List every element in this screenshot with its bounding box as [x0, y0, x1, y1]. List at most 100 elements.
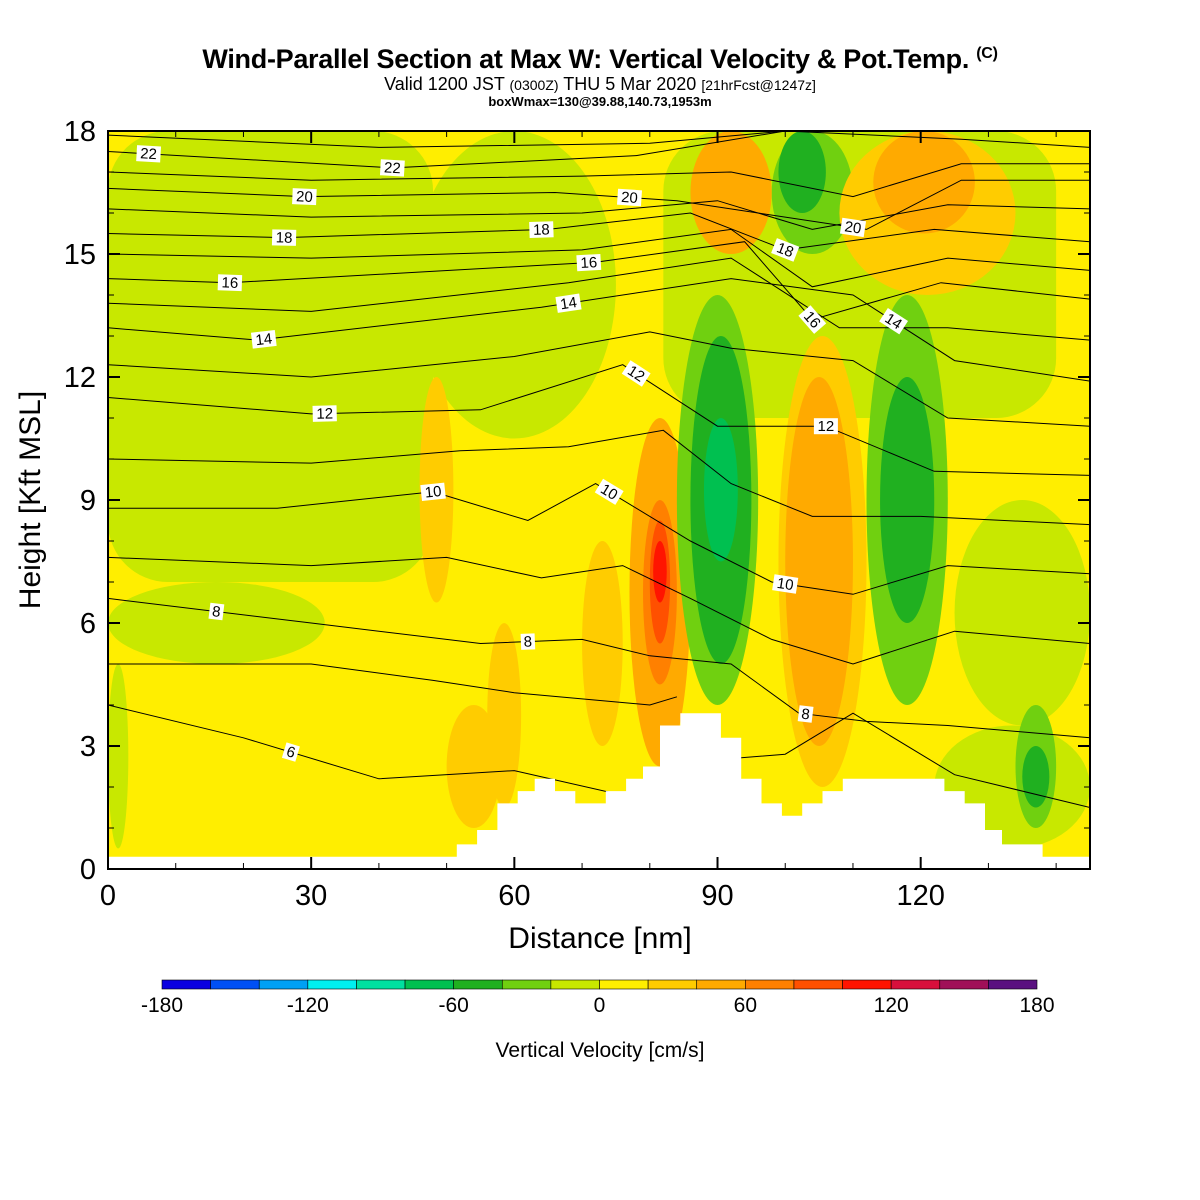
colorbar-swatch [161, 979, 211, 990]
theta-contour-line [108, 200, 1090, 230]
velocity-region [954, 500, 1090, 726]
contour-label: 22 [379, 159, 405, 177]
colorbar-tick-label: 180 [1019, 994, 1054, 1017]
contour-label-bg [771, 238, 800, 262]
y-tick-label: 0 [80, 854, 96, 886]
contour-label-bg [839, 217, 867, 238]
velocity-region [446, 705, 501, 828]
theta-contour-line [108, 228, 1090, 288]
contour-label-bg [529, 221, 554, 238]
colorbar-swatch [647, 979, 698, 990]
x-tick-label: 90 [701, 880, 733, 912]
colorbar: -180 -120 -60 0 60 120 180 [141, 979, 1055, 1017]
contour-label-bg [250, 329, 277, 349]
theta-contour-line [108, 131, 1090, 169]
velocity-region [653, 541, 667, 603]
contour-label-text: 16 [580, 254, 598, 272]
x-tick-label: 0 [100, 880, 116, 912]
contour-label: 20 [292, 188, 317, 206]
contour-label: 10 [594, 478, 624, 505]
colorbar-swatch [501, 979, 552, 990]
velocity-region [873, 131, 975, 234]
contour-label-text: 10 [776, 575, 795, 594]
contour-label-text: 14 [255, 330, 274, 349]
colorbar-tick-label: 0 [594, 994, 606, 1017]
theta-contour-line [108, 556, 1090, 665]
y-axis-title: Height [Kft MSL] [14, 391, 47, 609]
colorbar-swatch [842, 979, 892, 990]
contour-label-text: 18 [774, 239, 796, 261]
chart-title: Wind-Parallel Section at Max W: Vertical… [0, 44, 1200, 75]
y-tick-label: 3 [80, 731, 96, 763]
contour-label: 20 [616, 188, 643, 207]
contour-labels: 6 8 10 12 14 16 18 20 22 22 20 20 18 18 16 16 14 14 12 12 10… [136, 145, 909, 762]
contour-label-text: 14 [882, 310, 905, 333]
terrain [108, 713, 1090, 869]
colorbar-swatch [550, 979, 600, 990]
contour-label: 8 [520, 633, 536, 651]
contour-label-text: 16 [221, 274, 238, 292]
colorbar-tick-label: -60 [438, 994, 468, 1017]
contour-label-text: 20 [843, 218, 862, 237]
contour-label-bg [798, 305, 827, 334]
colorbar-swatch [890, 979, 941, 990]
forecast-info: [21hrFcst@1247z] [701, 77, 816, 93]
colorbar-swatch [258, 979, 309, 990]
copyright-mark: (C) [976, 45, 998, 62]
contour-label-bg [621, 360, 651, 387]
colorbar-swatch [696, 979, 746, 990]
contour-label-bg [813, 418, 838, 435]
colorbar-tick-label: -180 [141, 994, 183, 1017]
contour-label-bg [271, 229, 297, 246]
velocity-fill [108, 131, 1090, 869]
contour-label: 10 [420, 482, 446, 502]
contour-label: 6 [281, 742, 300, 762]
contour-label-bg [136, 145, 162, 163]
colorbar-swatch [404, 979, 454, 990]
y-tick-label: 9 [80, 485, 96, 517]
y-tick-label: 12 [64, 362, 96, 394]
theta-contour-line [108, 483, 1090, 595]
contour-label: 14 [555, 293, 582, 313]
box-info: boxWmax=130@39.88,140.73,1953m [488, 94, 712, 109]
contour-label: 12 [312, 405, 337, 423]
velocity-region [487, 623, 522, 808]
contour-label: 18 [271, 229, 297, 247]
velocity-region [108, 131, 434, 582]
colorbar-swatch [453, 979, 503, 990]
contour-label-text: 18 [276, 229, 293, 246]
contour-label: 8 [208, 602, 225, 621]
x-axis-title: Distance [nm] [508, 922, 691, 955]
contour-label-bg [312, 405, 337, 422]
colorbar-tick-label: 60 [734, 994, 757, 1017]
contour-label: 14 [250, 329, 277, 349]
velocity-region [778, 131, 826, 213]
contour-label-bg [208, 602, 225, 621]
contour-label: 10 [772, 574, 799, 594]
velocity-region [108, 664, 129, 849]
contour-label-bg [576, 253, 602, 272]
colorbar-title: Vertical Velocity [cm/s] [496, 1039, 705, 1062]
velocity-region [880, 377, 935, 623]
theta-contour-line [108, 429, 1090, 526]
contour-label-bg [616, 188, 643, 207]
contour-label-text: 14 [559, 294, 578, 313]
contour-label-bg [772, 574, 799, 594]
colorbar-swatch [307, 979, 357, 990]
velocity-region [108, 582, 325, 664]
theta-contour-line [108, 663, 678, 706]
contour-label-bg [292, 188, 317, 206]
contour-label-text: 22 [140, 145, 158, 163]
contour-label: 14 [879, 307, 909, 335]
x-tick-label: 120 [896, 880, 944, 912]
contour-label-bg [520, 633, 536, 650]
contour-label-text: 10 [424, 483, 442, 502]
valid-utc: (0300Z) [509, 77, 559, 93]
contour-label-bg [555, 293, 582, 313]
valid-prefix: Valid 1200 JST [384, 74, 505, 94]
contour-label: 18 [529, 221, 554, 239]
contour-label-text: 8 [800, 706, 810, 724]
chart-subtitle: Valid 1200 JST (0300Z) THU 5 Mar 2020 [2… [0, 74, 1200, 95]
contour-label: 20 [839, 217, 867, 238]
